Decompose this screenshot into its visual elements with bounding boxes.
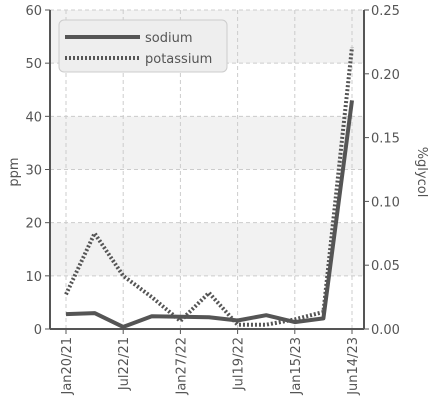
series-layer [64,46,354,329]
data-point-sodium [351,99,354,102]
data-point-potassium [122,274,125,277]
right-tick-label: 0.10 [371,195,400,210]
data-point-potassium [93,232,96,235]
data-point-potassium [179,320,182,323]
data-point-sodium [265,314,268,317]
x-axis-ticks: Jan20/21 Jul22/21 Jan27/22 Jul19/22 Jan15/23… [60,329,361,396]
x-tick-label: Jul22/21 [117,337,132,391]
data-point-sodium [236,319,239,322]
background-band [50,222,364,276]
series-line-sodium [65,100,354,329]
data-point-potassium [265,323,268,326]
data-point-potassium [150,296,153,299]
background-band [50,169,364,223]
data-point-sodium [93,312,96,315]
left-tick-label: 50 [25,57,42,72]
right-axis-ticks: 0.00 0.05 0.10 0.15 0.20 0.25 [364,4,400,338]
right-axis-title: %glycol [414,147,429,198]
data-point-potassium [351,46,354,49]
right-tick-label: 0.15 [371,132,400,147]
data-point-sodium [150,315,153,318]
left-tick-label: 0 [34,323,42,338]
left-axis-ticks: 0 10 20 30 40 50 60 [25,4,50,338]
series-line-potassium [64,46,354,327]
legend: sodium potassium [58,19,228,73]
data-point-potassium [208,291,211,294]
data-point-potassium [65,293,68,296]
data-point-potassium [293,318,296,321]
data-point-potassium [322,311,325,314]
legend-label-sodium: sodium [145,31,193,46]
left-tick-label: 60 [25,4,42,19]
data-point-sodium [208,316,211,319]
x-tick-label: Jan20/21 [60,337,75,396]
right-tick-label: 0.00 [371,323,400,338]
right-tick-label: 0.20 [371,68,400,83]
x-tick-label: Jan27/22 [174,337,189,396]
left-tick-label: 10 [25,270,42,285]
x-tick-label: Jan15/23 [289,337,304,396]
legend-label-potassium: potassium [145,52,212,67]
data-point-sodium [122,325,125,328]
left-tick-label: 40 [25,110,42,125]
left-tick-label: 30 [25,164,42,179]
x-tick-label: Jun14/23 [346,337,361,396]
background-band [50,116,364,170]
data-point-sodium [322,317,325,320]
left-axis-title: ppm [7,157,22,186]
right-tick-label: 0.05 [371,259,400,274]
x-tick-label: Jul19/22 [232,337,247,391]
left-tick-label: 20 [25,217,42,232]
right-tick-label: 0.25 [371,4,400,19]
data-point-potassium [236,323,239,326]
data-point-sodium [65,313,68,316]
